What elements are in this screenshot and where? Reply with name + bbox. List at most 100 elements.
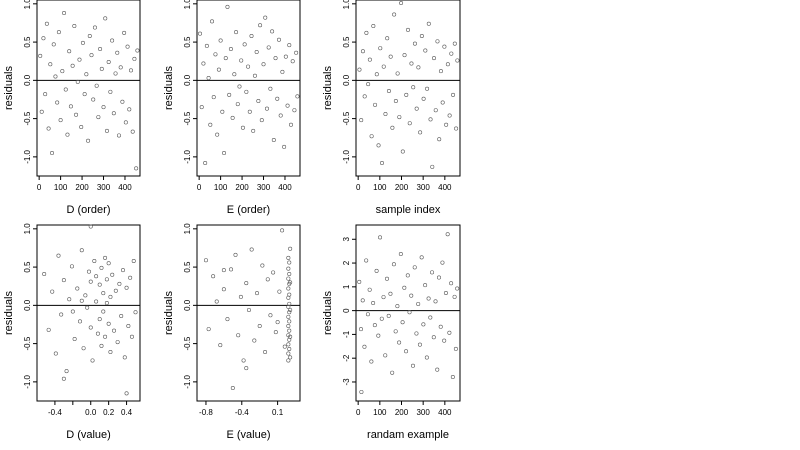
data-point <box>51 42 56 47</box>
data-point <box>383 353 388 358</box>
data-point <box>286 276 291 281</box>
y-tick-label: -1.0 <box>183 374 192 388</box>
data-point <box>294 50 299 55</box>
data-point <box>104 128 109 133</box>
data-point <box>101 309 106 314</box>
data-point <box>128 68 133 73</box>
x-tick-label: 300 <box>416 183 430 192</box>
data-point <box>244 281 249 286</box>
data-point <box>65 132 70 137</box>
data-point <box>286 358 291 363</box>
y-tick-label: 2 <box>342 260 351 265</box>
data-point <box>263 350 268 355</box>
y-tick-label: -0.5 <box>183 111 192 125</box>
data-point <box>395 304 400 309</box>
data-point <box>428 315 433 320</box>
data-point <box>378 46 383 51</box>
x-tick-label: 200 <box>395 183 409 192</box>
plot-frame <box>355 0 461 177</box>
data-point <box>264 106 269 111</box>
data-point <box>276 37 281 42</box>
data-point <box>433 108 438 113</box>
data-point <box>402 285 407 290</box>
data-point <box>111 111 116 116</box>
x-tick-label: 200 <box>75 183 89 192</box>
data-point <box>223 56 228 61</box>
data-point <box>256 99 261 104</box>
data-point <box>131 258 136 263</box>
data-point <box>440 260 445 265</box>
data-point <box>70 63 75 68</box>
data-point <box>246 307 251 312</box>
data-point <box>62 11 67 16</box>
data-point <box>416 301 421 306</box>
data-point <box>222 151 227 156</box>
data-point <box>288 246 293 251</box>
data-point <box>61 376 66 381</box>
x-tick-label: 0.1 <box>272 408 284 417</box>
data-point <box>397 340 402 345</box>
data-point <box>238 294 243 299</box>
data-point <box>447 113 452 118</box>
data-point <box>390 125 395 130</box>
y-tick-label: 0.5 <box>342 36 351 48</box>
data-point <box>287 310 292 315</box>
data-point <box>249 33 254 38</box>
data-point <box>104 301 109 306</box>
data-point <box>407 121 412 126</box>
y-tick-label: 1 <box>342 284 351 289</box>
data-point <box>435 367 440 372</box>
data-point <box>233 252 238 257</box>
data-point <box>127 107 132 112</box>
y-tick-label: -0.5 <box>23 111 32 125</box>
data-point <box>259 118 264 123</box>
data-point <box>409 293 414 298</box>
data-point <box>376 143 381 148</box>
plot-panel-4: -0.4 0.0 0.2 0.4 -1.0 -0.5 0.0 0.5 1.0 D (value) r… <box>3 223 141 441</box>
data-point <box>288 122 293 127</box>
data-point <box>101 105 106 110</box>
x-tick-label: 400 <box>438 408 452 417</box>
data-point <box>287 328 292 333</box>
data-point <box>98 46 103 51</box>
y-tick-label: 0.5 <box>23 261 32 273</box>
data-point <box>240 125 245 130</box>
data-point <box>252 73 257 78</box>
data-point <box>452 294 457 299</box>
data-point <box>449 281 454 286</box>
data-point <box>409 61 414 66</box>
data-point <box>399 1 404 6</box>
data-point <box>204 43 209 48</box>
data-point <box>221 268 226 273</box>
data-point <box>430 270 435 275</box>
data-point <box>89 53 94 58</box>
data-point <box>108 89 113 94</box>
data-point <box>426 21 431 26</box>
x-tick-label: 100 <box>214 183 228 192</box>
data-point <box>275 96 280 101</box>
data-point <box>116 133 121 138</box>
data-point <box>383 112 388 117</box>
data-point <box>287 346 292 351</box>
data-point <box>79 298 84 303</box>
data-point <box>133 310 138 315</box>
data-point <box>244 89 249 94</box>
data-point <box>437 137 442 142</box>
data-point <box>404 92 409 97</box>
data-point <box>426 296 431 301</box>
plot-frame <box>36 224 141 402</box>
y-tick-label: 0.5 <box>183 261 192 273</box>
data-point <box>410 363 415 368</box>
x-tick-label: 400 <box>278 183 292 192</box>
data-point <box>288 355 293 360</box>
data-point <box>44 21 49 26</box>
data-point <box>198 31 203 36</box>
data-point <box>218 343 223 348</box>
x-tick-label: 300 <box>257 183 271 192</box>
data-point <box>41 36 46 41</box>
y-axis-label: residuals <box>322 290 334 335</box>
data-point <box>229 267 234 272</box>
data-point <box>251 128 256 133</box>
data-point <box>124 391 129 396</box>
data-point <box>433 299 438 304</box>
